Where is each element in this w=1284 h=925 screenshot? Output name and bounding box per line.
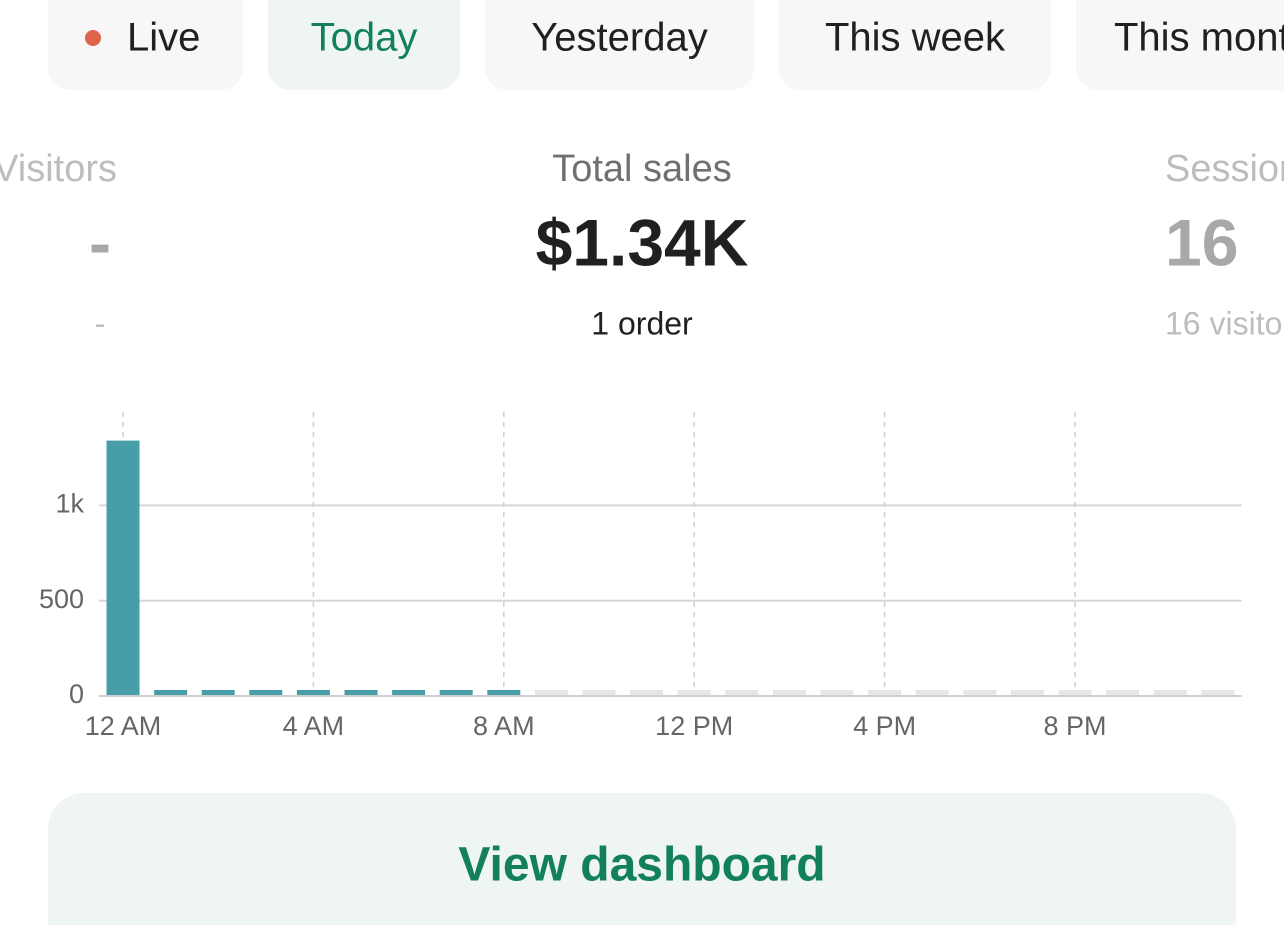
y-tick-label: 500 [39, 584, 84, 614]
tab[interactable] [779, 0, 1051, 90]
bar [439, 690, 473, 696]
placeholder-bar [868, 690, 902, 696]
placeholder-bar [963, 690, 997, 696]
bar [106, 440, 140, 696]
placeholder-bar [1058, 690, 1092, 696]
x-tick-label: 4 AM [283, 711, 345, 741]
x-tick-label: 12 PM [655, 711, 733, 741]
placeholder-bar [820, 690, 854, 696]
view-dashboard-button[interactable] [48, 793, 1236, 925]
metric-value: - [89, 205, 111, 279]
placeholder-bar [1153, 690, 1187, 696]
y-tick-label: 1k [55, 489, 84, 519]
tab-label[interactable]: This month [1114, 16, 1284, 60]
placeholder-bar [772, 690, 806, 696]
tab[interactable] [268, 0, 460, 90]
placeholder-bar [630, 690, 664, 696]
metric-label: Sessions [1165, 148, 1284, 190]
x-tick-label: 4 PM [853, 711, 916, 741]
bar [344, 690, 378, 696]
x-tick-label: 8 PM [1043, 711, 1106, 741]
tab[interactable] [485, 0, 754, 90]
bar [392, 690, 426, 696]
tab[interactable] [1076, 0, 1284, 90]
tab-label[interactable]: Today [311, 16, 418, 60]
x-tick-label: 12 AM [85, 711, 162, 741]
button-label[interactable]: View dashboard [458, 839, 825, 892]
placeholder-bar [725, 690, 759, 696]
metric-label: Total sales [552, 148, 732, 190]
live-dot [85, 30, 101, 46]
placeholder-bar [1106, 690, 1140, 696]
tab-label[interactable]: Live [127, 16, 200, 60]
bar [487, 690, 521, 696]
tab-label[interactable]: Yesterday [531, 16, 707, 60]
bar [249, 690, 283, 696]
y-tick-label: 0 [69, 679, 84, 709]
placeholder-bar [582, 690, 616, 696]
metric-value: $1.34K [536, 205, 749, 279]
metric-sub: 16 visitors [1165, 305, 1284, 341]
tab-label[interactable]: This week [825, 16, 1006, 60]
placeholder-bar [534, 690, 568, 696]
placeholder-bar [1010, 690, 1044, 696]
tab[interactable] [48, 0, 243, 90]
metric-label: Visitors [0, 148, 117, 190]
metric-value: 16 [1165, 205, 1238, 279]
bar [201, 690, 235, 696]
placeholder-bar [915, 690, 949, 696]
placeholder-bar [1201, 690, 1235, 696]
metric-sub: - [95, 305, 106, 341]
metric-sub: 1 order [591, 305, 693, 341]
placeholder-bar [677, 690, 711, 696]
bar [296, 690, 330, 696]
x-tick-label: 8 AM [473, 711, 535, 741]
bar [154, 690, 188, 696]
